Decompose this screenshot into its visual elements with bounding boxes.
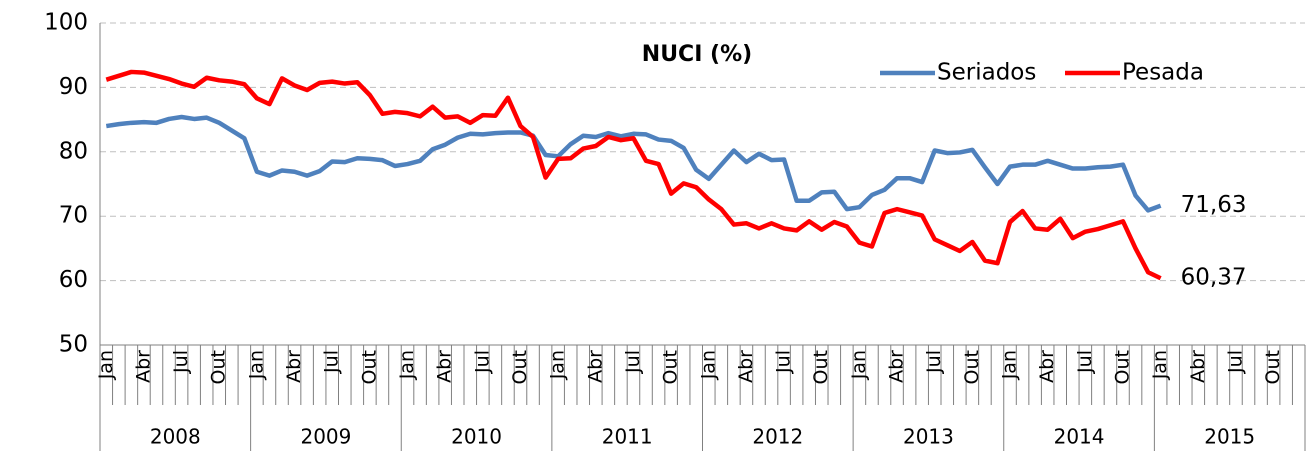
group-label: 2012 xyxy=(752,425,803,449)
legend-label: Seriados xyxy=(937,60,1036,86)
x-tick-label: Jul xyxy=(923,350,945,374)
x-tick-label: Abr xyxy=(1036,350,1058,383)
y-tick-label: 50 xyxy=(59,332,88,358)
x-tick-label: Jul xyxy=(471,350,493,374)
group-label: 2010 xyxy=(451,425,502,449)
group-label: 2014 xyxy=(1054,425,1105,449)
x-tick-label: Out xyxy=(1262,350,1284,384)
group-label: 2013 xyxy=(903,425,954,449)
chart-title: NUCI (%) xyxy=(642,42,752,67)
x-tick-label: Out xyxy=(208,350,230,384)
y-tick-label: 80 xyxy=(59,138,88,164)
value-label: 71,63 xyxy=(1181,192,1247,218)
y-tick-label: 60 xyxy=(59,267,88,293)
x-tick-label: Jul xyxy=(1074,350,1096,374)
y-tick-label: 100 xyxy=(44,10,88,36)
x-tick-label: Abr xyxy=(434,350,456,383)
x-tick-label: Jan xyxy=(1149,350,1171,380)
x-tick-label: Abr xyxy=(584,350,606,383)
x-tick-label: Jul xyxy=(773,350,795,374)
x-tick-label: Abr xyxy=(132,350,154,383)
group-label: 2009 xyxy=(300,425,351,449)
x-tick-label: Abr xyxy=(1187,350,1209,383)
x-tick-label: Out xyxy=(660,350,682,384)
x-tick-label: Abr xyxy=(283,350,305,383)
y-tick-label: 90 xyxy=(59,74,88,100)
group-label: 2011 xyxy=(602,425,653,449)
x-tick-label: Out xyxy=(1111,350,1133,384)
x-tick-label: Jan xyxy=(697,350,719,380)
group-label: 2008 xyxy=(150,425,201,449)
x-tick-label: Jan xyxy=(396,350,418,380)
x-tick-label: Jul xyxy=(170,350,192,374)
series-line xyxy=(105,114,1162,213)
x-tick-label: Jan xyxy=(245,350,267,380)
x-tick-label: Jan xyxy=(999,350,1021,380)
x-tick-label: Out xyxy=(810,350,832,384)
y-tick-label: 70 xyxy=(59,203,88,229)
value-label: 60,37 xyxy=(1181,265,1247,291)
x-tick-label: Jul xyxy=(321,350,343,374)
series-line xyxy=(105,69,1162,281)
x-tick-label: Out xyxy=(961,350,983,384)
group-label: 2015 xyxy=(1204,425,1255,449)
x-tick-label: Jul xyxy=(1224,350,1246,374)
x-tick-label: Abr xyxy=(886,350,908,383)
x-tick-label: Out xyxy=(509,350,531,384)
x-tick-label: Jan xyxy=(95,350,117,380)
x-tick-label: Out xyxy=(358,350,380,384)
x-tick-label: Jan xyxy=(547,350,569,380)
legend-label: Pesada xyxy=(1122,60,1204,86)
x-tick-label: Jan xyxy=(848,350,870,380)
x-tick-label: Abr xyxy=(735,350,757,383)
x-tick-label: Jul xyxy=(622,350,644,374)
